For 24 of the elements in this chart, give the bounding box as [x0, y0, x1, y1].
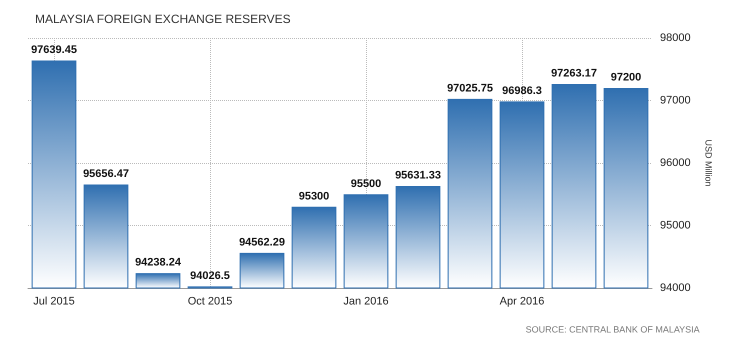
data-label: 97263.17 [551, 68, 597, 80]
y-tick-label: 96000 [660, 157, 691, 169]
y-axis-title: USD Million [704, 139, 714, 187]
data-label: 97200 [610, 72, 642, 84]
data-label: 94238.24 [135, 256, 182, 269]
x-tick-label: Jul 2015 [33, 296, 75, 308]
y-tick-label: 95000 [660, 220, 691, 232]
data-label: 97639.45 [31, 44, 77, 56]
x-tick-label: Oct 2015 [188, 296, 232, 308]
source-note: SOURCE: CENTRAL BANK OF MALAYSIA [526, 324, 700, 334]
y-tick-label: 94000 [660, 282, 691, 294]
x-tick-label: Apr 2016 [500, 296, 544, 308]
data-label: 95300 [298, 190, 330, 202]
x-tick-label: Jan 2016 [343, 296, 389, 308]
data-label: 96986.3 [502, 84, 542, 97]
data-label: 94026.5 [190, 270, 230, 282]
data-label: 94562.29 [239, 236, 285, 248]
data-label: 95500 [350, 178, 382, 190]
data-label: 95656.47 [83, 168, 129, 180]
chart-title: MALAYSIA FOREIGN EXCHANGE RESERVES [35, 12, 291, 26]
y-tick-label: 97000 [660, 94, 691, 106]
data-label: 97025.75 [447, 82, 493, 94]
y-tick-label: 98000 [660, 32, 691, 44]
data-label: 95631.33 [395, 170, 441, 182]
